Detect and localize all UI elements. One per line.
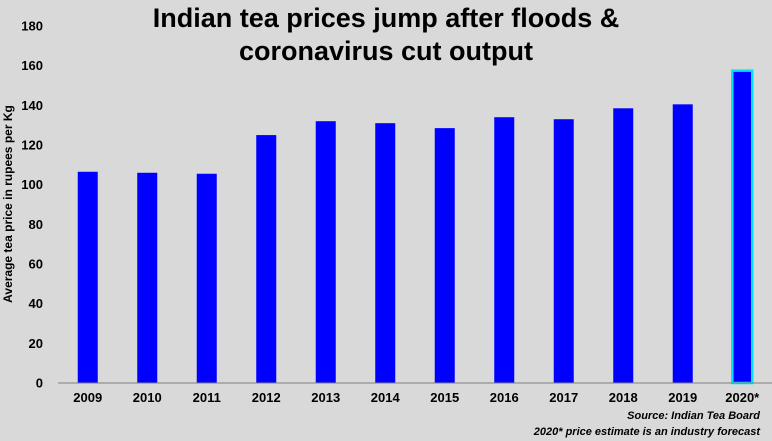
bar-2009 [77,171,98,383]
chart-title-line-1: Indian tea prices jump after floods & [153,3,620,33]
bar-2014 [375,123,396,383]
source-note: Source: Indian Tea Board [627,410,760,422]
bar-2016 [494,117,515,383]
y-tick-label: 40 [29,296,43,311]
y-tick-label: 100 [21,177,43,192]
x-tick-label: 2017 [549,390,578,405]
x-tick-label: 2018 [609,390,638,405]
chart-title-line-2: coronavirus cut output [239,36,533,66]
y-tick-label: 0 [36,376,43,391]
x-tick-label: 2016 [490,390,519,405]
x-tick-label: 2010 [133,390,162,405]
bar-2015 [434,128,455,383]
x-tick-label: 2015 [430,390,459,405]
bar-2019 [672,104,693,383]
bar-2020-forecast [731,69,754,385]
bar-2017 [553,119,574,383]
y-tick-label: 140 [21,98,43,113]
y-tick-label: 60 [29,257,43,272]
y-axis-label: Average tea price in rupees per Kg [1,105,15,303]
forecast-note: 2020* price estimate is an industry fore… [533,426,762,438]
y-axis-ticks: 0 20 40 60 80 100 120 140 160 180 [21,19,43,391]
x-axis-ticks: 2009 2010 2011 2012 2013 2014 2015 2016 2017 2018… [73,390,760,405]
y-tick-label: 80 [29,217,43,232]
y-tick-label: 20 [29,336,43,351]
x-tick-label: 2009 [73,390,102,405]
bar-2011 [196,173,217,383]
bar-2018 [613,108,634,383]
x-tick-label: 2013 [311,390,340,405]
y-tick-label: 180 [21,19,43,34]
bar-2013 [315,121,336,383]
y-tick-label: 120 [21,138,43,153]
x-tick-label: 2011 [193,390,221,405]
bars-group [77,69,754,385]
bar-2012 [256,135,277,383]
x-tick-label: 2012 [252,390,281,405]
x-tick-label: 2019 [668,390,697,405]
bar-2010 [137,172,158,383]
x-tick-label: 2020* [725,390,760,405]
x-tick-label: 2014 [371,390,401,405]
y-tick-label: 160 [21,58,43,73]
